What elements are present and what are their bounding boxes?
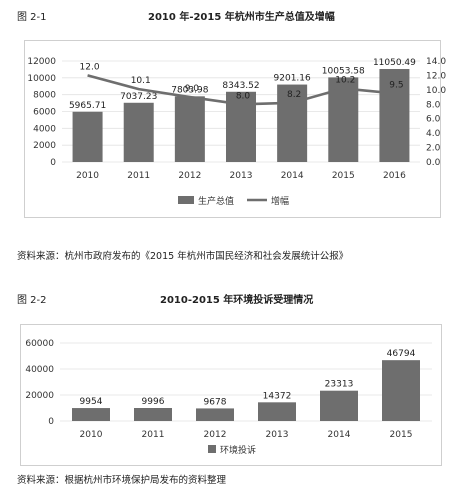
legend-swatch-bar [178,196,194,204]
gdp-bar [123,102,154,162]
y-tick-label: 20000 [25,391,54,401]
y-tick-label-left: 8000 [33,91,56,101]
complaint-data-label: 46794 [387,349,416,359]
gdp-data-label: 8343.52 [222,81,259,91]
x-tick-label: 2016 [383,171,406,181]
x-tick-label: 2012 [178,171,201,181]
x-tick-label: 2015 [332,171,355,181]
complaint-bar [320,390,358,421]
growth-data-label: 10.2 [335,75,355,85]
legend-swatch-bar [208,445,216,453]
gdp-bar [277,84,308,162]
growth-data-label: 8.2 [287,90,301,100]
gdp-data-label: 10053.58 [322,66,365,76]
complaint-bar [196,408,234,421]
gdp-data-label: 11050.49 [373,58,416,68]
complaint-data-label: 9996 [142,397,165,407]
x-tick-label: 2011 [127,171,150,181]
y-tick-label-right: 8.0 [426,100,441,110]
complaint-bar [382,360,420,421]
y-tick-label-left: 2000 [33,141,56,151]
growth-data-label: 9.5 [389,80,403,90]
growth-line [87,74,395,106]
gdp-data-label: 7803.98 [171,85,208,95]
y-tick-label-right: 14.0 [426,57,446,67]
y-tick-label-right: 0.0 [426,158,441,168]
x-tick-label: 2012 [204,430,227,440]
y-tick-label-right: 6.0 [426,115,441,125]
x-tick-label: 2010 [76,171,99,181]
x-tick-label: 2014 [281,171,304,181]
complaint-data-label: 14372 [263,391,292,401]
chart-1-frame [24,40,441,218]
figure-1-source: 资料来源：杭州市政府发布的《2015 年杭州市国民经济和社会发展统计公报》 [17,251,349,262]
complaint-data-label: 9954 [80,397,103,407]
y-tick-label-left: 4000 [33,124,56,134]
y-tick-label-right: 4.0 [426,129,441,139]
growth-data-label: 8.0 [236,91,251,101]
figure-1-title: 2010 年-2015 年杭州市生产总值及增幅 [148,12,335,23]
y-tick-label-right: 12.0 [426,71,446,81]
chart-2-frame [20,324,442,466]
x-tick-label: 2010 [80,430,103,440]
growth-data-label: 9.0 [185,84,200,94]
gdp-bar [72,111,103,162]
gdp-data-label: 7037.23 [120,92,157,102]
y-tick-label: 60000 [25,339,54,349]
figure-2-source: 资料来源：根据杭州市环境保护局发布的资料整理 [17,475,227,486]
x-tick-label: 2013 [266,430,289,440]
legend-label-growth: 增幅 [271,195,289,207]
figure-1-label: 图 2-1 [17,12,47,23]
y-tick-label: 0 [48,417,54,427]
y-tick-label-right: 10.0 [426,86,446,96]
gdp-data-label: 9201.16 [274,74,311,84]
x-tick-label: 2015 [390,430,413,440]
y-tick-label-left: 10000 [27,74,56,84]
gdp-bar [379,68,410,162]
x-tick-label: 2014 [328,430,351,440]
x-tick-label: 2011 [142,430,165,440]
y-tick-label-right: 2.0 [426,144,441,154]
y-tick-label-left: 6000 [33,108,56,118]
legend-label-gdp: 生产总值 [198,195,234,207]
gdp-growth-chart: 0 2000 4000 6000 8000 10000 12000 0.0 2.0 4.0 6.0 8… [27,57,446,207]
complaint-bar [134,408,172,421]
figure-2-title: 2010-2015 年环境投诉受理情况 [160,295,314,306]
complaint-data-label: 23313 [325,380,354,390]
growth-data-label: 12.0 [80,62,100,72]
growth-data-label: 10.1 [131,76,151,86]
y-tick-label-left: 0 [50,158,56,168]
complaint-bar [72,408,110,421]
complaint-data-label: 9678 [204,397,227,407]
figure-2-label: 图 2-2 [17,295,47,306]
complaint-bar [258,402,296,421]
gdp-data-label: 5965.71 [69,101,106,111]
legend-label-complaints: 环境投诉 [220,444,256,456]
x-tick-label: 2013 [230,171,253,181]
y-tick-label-left: 12000 [27,57,56,67]
y-tick-label: 40000 [25,365,54,375]
gdp-bar [174,96,205,162]
